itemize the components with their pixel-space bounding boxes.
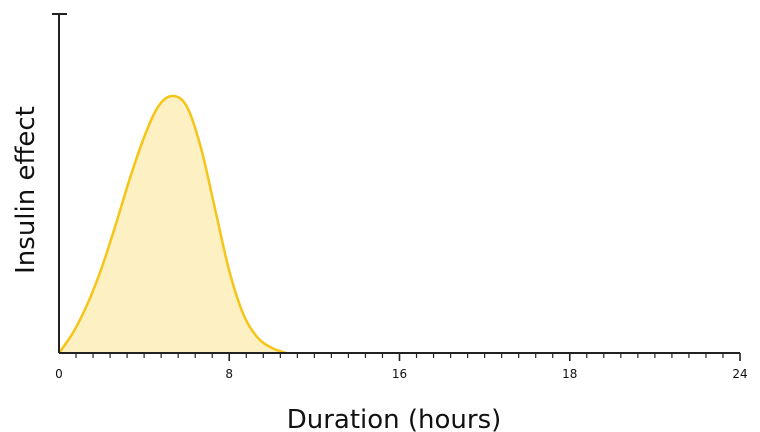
x-axis-title: Duration (hours) <box>287 405 502 432</box>
x-tick-label: 0 <box>55 367 63 381</box>
series-line <box>57 94 287 355</box>
x-tick-label: 18 <box>562 367 577 381</box>
y-axis-title: Insulin effect <box>11 106 41 274</box>
plot-layer <box>57 94 287 355</box>
series-area-fill <box>59 96 286 353</box>
tick-layer: 0 8 16 18 24 <box>55 353 748 381</box>
x-tick-label: 24 <box>732 367 747 381</box>
x-tick-label: 8 <box>225 367 233 381</box>
x-tick-label: 16 <box>392 367 407 381</box>
